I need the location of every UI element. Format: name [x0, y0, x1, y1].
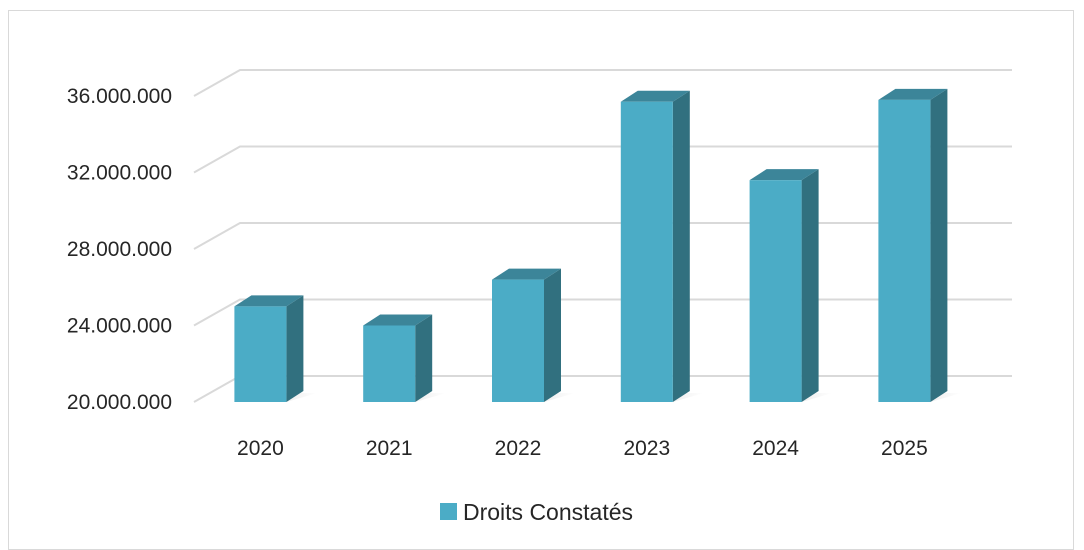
legend: Droits Constatés: [440, 499, 633, 525]
gridline: [193, 145, 1012, 174]
y-axis-ticks: 20.000.000 24.000.000 28.000.000 32.000.000…: [67, 85, 172, 414]
bar: [363, 314, 447, 402]
y-tick-label: 24.000.000: [67, 315, 172, 338]
legend-item: Droits Constatés: [440, 499, 633, 525]
bar: [234, 295, 318, 402]
bars: [234, 88, 962, 403]
y-tick-label: 28.000.000: [67, 238, 172, 261]
bar: [749, 169, 833, 402]
x-tick-label: 2022: [495, 437, 542, 460]
y-tick-label: 32.000.000: [67, 162, 172, 185]
y-tick-label: 20.000.000: [67, 391, 172, 414]
x-tick-label: 2021: [366, 437, 413, 460]
bar: [620, 90, 704, 403]
gridline: [193, 69, 1012, 97]
bar: [878, 88, 962, 402]
x-tick-label: 2025: [881, 437, 928, 460]
bar: [492, 268, 575, 402]
x-axis-ticks: 2020 2021 2022 2023 2024 2025: [237, 437, 928, 460]
legend-swatch: [440, 503, 457, 520]
y-tick-label: 36.000.000: [67, 85, 172, 108]
legend-label: Droits Constatés: [463, 499, 633, 525]
x-tick-label: 2020: [237, 437, 284, 460]
x-tick-label: 2024: [752, 437, 799, 460]
x-tick-label: 2023: [623, 437, 670, 460]
